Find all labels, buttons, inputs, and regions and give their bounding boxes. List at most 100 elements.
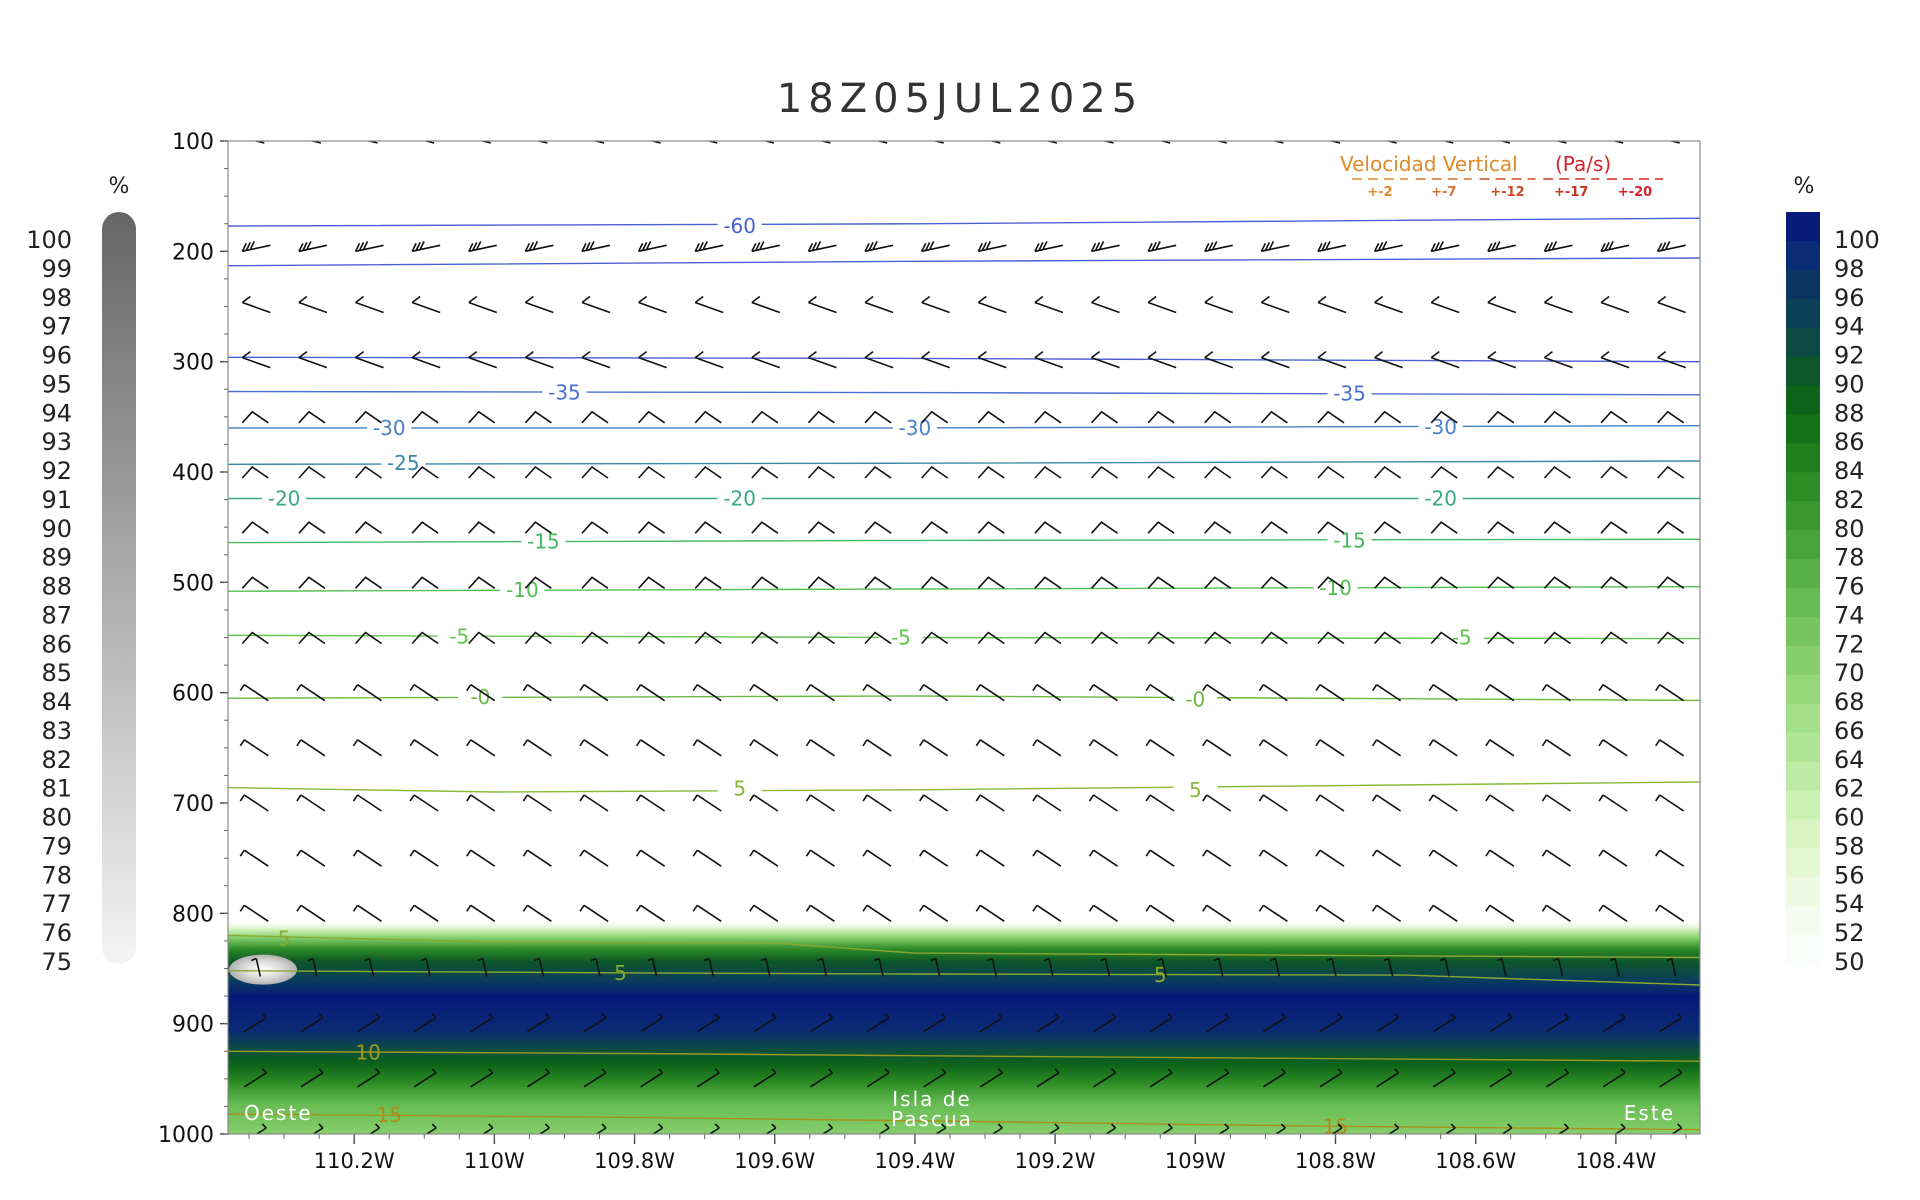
wind-barb — [692, 904, 722, 922]
right-colorbar: % 10098969492908886848280787674727068666… — [1786, 174, 1880, 976]
wind-barb — [1034, 410, 1062, 424]
wind-barb — [805, 849, 835, 867]
wind-barb — [1204, 351, 1234, 369]
wind-barb — [241, 576, 269, 589]
wind-barb — [638, 465, 666, 479]
right-colorbar-swatch — [1786, 269, 1820, 300]
wind-barb — [1598, 904, 1628, 922]
wind-barb — [1376, 1013, 1400, 1033]
wind-barb — [1657, 410, 1685, 424]
wind-barb — [1374, 465, 1402, 479]
left-colorbar-label: 81 — [41, 775, 72, 803]
left-colorbar-unit: % — [109, 174, 130, 199]
wind-barb — [919, 794, 949, 812]
wind-barb — [1600, 576, 1628, 589]
wind-barb — [694, 240, 724, 253]
contour-line — [228, 586, 1700, 592]
wind-barb — [1032, 849, 1062, 867]
contour-label-bg — [500, 579, 545, 600]
wind-barb — [923, 1013, 947, 1033]
wind-barb — [581, 631, 609, 645]
wind-barb — [1376, 1068, 1400, 1088]
wind-barb — [1541, 739, 1571, 757]
wind-barb — [1034, 465, 1062, 479]
wind-barb — [1149, 1068, 1173, 1088]
annotation-center: Isla de — [892, 1087, 972, 1111]
wind-barb — [355, 295, 384, 314]
right-colorbar-label: 64 — [1834, 746, 1865, 774]
wind-barb — [1546, 1068, 1570, 1088]
right-colorbar-label: 96 — [1834, 284, 1865, 312]
wind-barb — [862, 904, 892, 922]
wind-barb — [1614, 1123, 1626, 1134]
wind-barb — [1543, 465, 1571, 479]
wind-barb — [975, 794, 1005, 812]
wind-barb — [638, 576, 666, 589]
wind-barb — [1543, 240, 1573, 253]
left-colorbar-label: 76 — [41, 919, 72, 947]
wind-barb — [524, 576, 552, 589]
contour-label: 15 — [1323, 1114, 1348, 1138]
wind-barb — [866, 1068, 890, 1088]
wind-barb — [296, 794, 326, 812]
contour-label-bg — [1418, 487, 1463, 508]
wind-barb — [979, 1068, 1003, 1088]
wind-barb — [1258, 794, 1288, 812]
left-colorbar-label: 77 — [41, 890, 72, 918]
wind-barb — [708, 1123, 720, 1134]
wind-barb — [1655, 794, 1685, 812]
wind-barb — [251, 957, 262, 977]
wind-barb — [1202, 904, 1232, 922]
wind-barb — [1204, 410, 1232, 424]
wind-barb — [1666, 957, 1677, 977]
wind-barb — [1145, 739, 1175, 757]
wind-barb — [253, 141, 265, 144]
wind-barb — [1657, 631, 1685, 645]
right-colorbar-swatch — [1786, 443, 1820, 473]
wind-barb — [239, 794, 269, 812]
wind-barb — [239, 849, 269, 867]
wind-barb — [468, 410, 496, 424]
wind-barb — [522, 739, 552, 757]
wind-barb — [749, 739, 779, 757]
right-colorbar-swatch — [1786, 645, 1820, 676]
left-colorbar-label: 85 — [41, 659, 72, 687]
left-colorbar-label: 98 — [41, 284, 72, 312]
wind-barb — [300, 1068, 324, 1088]
wind-barb — [1088, 684, 1118, 702]
wind-barb — [805, 794, 835, 812]
wind-barb — [524, 631, 552, 645]
right-colorbar-label: 58 — [1834, 832, 1865, 860]
wind-barb — [1090, 576, 1118, 589]
right-colorbar-swatch — [1786, 674, 1820, 705]
contour-line — [228, 970, 1700, 986]
wind-barb — [1498, 141, 1511, 144]
wind-barb — [409, 849, 439, 867]
contour-label-bg — [381, 452, 426, 473]
wind-barb — [1387, 1123, 1400, 1134]
wind-barb — [354, 521, 382, 534]
wind-barb — [296, 904, 326, 922]
wind-barb — [1655, 904, 1685, 922]
wind-barb — [807, 521, 835, 534]
x-tick-label: 108.6W — [1435, 1149, 1516, 1173]
right-colorbar-label: 100 — [1834, 226, 1880, 254]
contour-label: -5 — [1452, 626, 1472, 650]
wind-barb — [1317, 410, 1345, 424]
wind-barb — [1428, 684, 1458, 702]
contour-label-bg — [1173, 778, 1218, 799]
wind-barb — [1326, 957, 1337, 977]
wind-barb — [1373, 240, 1403, 253]
contour-label: -20 — [1424, 486, 1457, 510]
wind-barb — [524, 521, 552, 534]
wind-barb — [1659, 1013, 1683, 1033]
wind-barb — [411, 465, 439, 479]
wind-barb — [694, 295, 724, 314]
wind-barb — [352, 904, 382, 922]
wind-barb — [1487, 240, 1517, 253]
wind-barb — [805, 739, 835, 757]
wind-barb — [468, 576, 496, 589]
wind-barb — [1541, 794, 1571, 812]
wind-barb — [977, 410, 1005, 424]
wind-barb — [694, 521, 722, 534]
